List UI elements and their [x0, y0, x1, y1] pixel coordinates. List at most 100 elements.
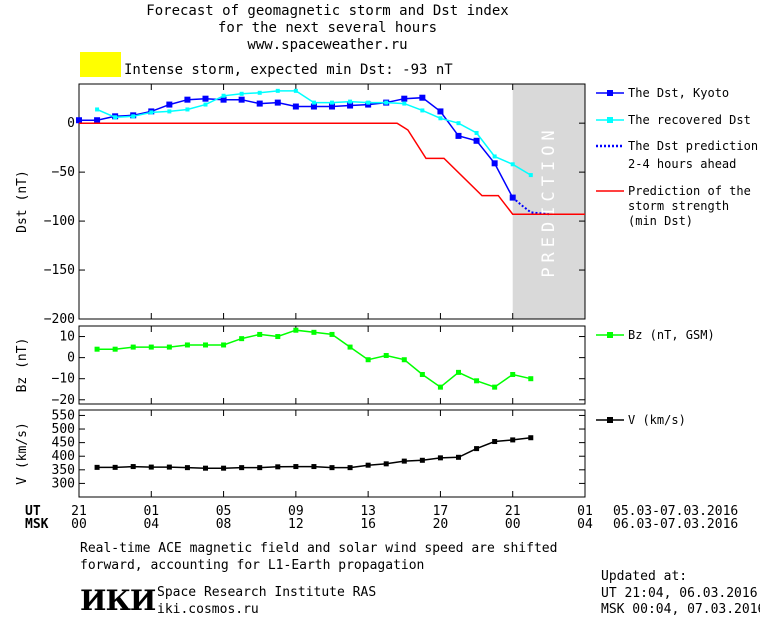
data-point-the-dst-kyoto — [166, 101, 173, 108]
data-point-v-km-s — [528, 435, 534, 441]
data-point-v-km-s — [94, 464, 100, 470]
y-tick-label: −10 — [52, 372, 75, 387]
msk-date-range: 06.03-07.03.2016 — [613, 517, 739, 532]
data-point-the-recovered-dst — [492, 154, 497, 159]
data-point-bz-nt-gsm — [112, 346, 118, 352]
ut-tick-label: 01 — [577, 504, 593, 519]
legend-strength-label-2: storm strength — [628, 199, 730, 213]
legend-dst-prediction-label-1: The Dst prediction — [628, 139, 759, 153]
y-tick-label: 0 — [67, 116, 75, 131]
prediction-band-label: PREDICTION — [539, 125, 559, 277]
legend-dst-prediction-label-2: 2-4 hours ahead — [628, 157, 737, 171]
data-point-v-km-s — [401, 458, 407, 464]
series-line-v-km-s — [97, 436, 531, 469]
data-point-v-km-s — [510, 437, 516, 443]
data-point-the-dst-kyoto — [437, 108, 444, 115]
ut-axis-label: UT — [25, 504, 41, 519]
data-point-the-recovered-dst — [149, 110, 154, 115]
data-point-v-km-s — [221, 465, 227, 471]
data-point-bz-nt-gsm — [239, 336, 245, 342]
series-line-bz-nt-gsm — [97, 329, 531, 389]
data-point-the-dst-kyoto — [184, 96, 191, 103]
data-point-the-dst-kyoto — [220, 96, 227, 103]
data-point-the-dst-kyoto — [256, 100, 263, 107]
data-point-bz-nt-gsm — [528, 376, 534, 382]
y-tick-label: −100 — [44, 214, 75, 229]
data-point-the-recovered-dst — [203, 102, 208, 107]
data-point-the-recovered-dst — [420, 108, 425, 113]
series-line-the-dst-kyoto — [79, 96, 514, 198]
ut-tick-label: 17 — [433, 504, 449, 519]
data-point-bz-nt-gsm — [456, 369, 461, 375]
data-point-v-km-s — [383, 461, 389, 467]
data-point-bz-nt-gsm — [492, 384, 498, 390]
data-point-v-km-s — [456, 454, 461, 460]
msk-tick-label: 04 — [577, 517, 593, 532]
data-point-the-dst-kyoto — [310, 103, 317, 110]
msk-axis-label: MSK — [25, 517, 49, 532]
data-point-the-dst-kyoto — [238, 96, 245, 103]
data-point-the-recovered-dst — [510, 162, 515, 167]
data-point-bz-nt-gsm — [329, 331, 335, 337]
legend-v-label: V (km/s) — [628, 413, 686, 427]
data-point-the-recovered-dst — [366, 100, 371, 105]
institute-site[interactable]: iki.cosmos.ru — [157, 602, 259, 617]
data-point-the-recovered-dst — [239, 91, 244, 96]
data-point-the-recovered-dst — [131, 114, 136, 119]
institute-name: Space Research Institute RAS — [157, 585, 377, 600]
storm-level-swatch — [80, 52, 121, 77]
data-point-the-dst-kyoto — [94, 117, 101, 124]
chart-title-line1: Forecast of geomagnetic storm and Dst in… — [146, 3, 509, 19]
y-axis-label-1: Bz (nT) — [15, 338, 30, 393]
legend-dst-kyoto-label: The Dst, Kyoto — [628, 86, 730, 100]
site-url[interactable]: www.spaceweather.ru — [247, 37, 408, 53]
data-point-the-recovered-dst — [348, 99, 353, 104]
legend-bz-label: Bz (nT, GSM) — [628, 328, 715, 342]
msk-tick-label: 08 — [216, 517, 232, 532]
data-point-v-km-s — [437, 455, 443, 461]
data-point-the-recovered-dst — [275, 88, 280, 93]
y-tick-label: 300 — [52, 476, 75, 491]
y-tick-label: 500 — [52, 422, 75, 437]
msk-tick-label: 16 — [360, 517, 376, 532]
data-point-bz-nt-gsm — [184, 342, 190, 348]
data-point-v-km-s — [239, 465, 245, 471]
data-point-v-km-s — [275, 464, 281, 470]
y-axis-label-0: Dst (nT) — [15, 170, 30, 233]
data-point-the-recovered-dst — [528, 173, 533, 178]
msk-tick-label: 04 — [143, 517, 159, 532]
data-point-bz-nt-gsm — [437, 384, 443, 390]
data-point-bz-nt-gsm — [311, 329, 317, 335]
data-point-bz-nt-gsm — [166, 344, 172, 350]
y-tick-label: 550 — [52, 408, 75, 423]
y-tick-label: 400 — [52, 449, 75, 464]
data-point-the-dst-kyoto — [202, 95, 209, 102]
updated-label: Updated at: — [601, 569, 688, 584]
data-point-the-recovered-dst — [257, 90, 262, 95]
data-point-the-dst-kyoto — [419, 94, 426, 101]
data-point-the-recovered-dst — [438, 116, 443, 121]
y-tick-label: 450 — [52, 436, 75, 451]
legend-strength-label-1: Prediction of the — [628, 184, 751, 198]
data-point-bz-nt-gsm — [510, 371, 516, 377]
legend-dst-recovered-label: The recovered Dst — [628, 113, 751, 127]
data-point-the-recovered-dst — [311, 100, 316, 105]
updated-ut: UT 21:04, 06.03.2016 — [601, 586, 758, 601]
updated-msk: MSK 00:04, 07.03.2016 — [601, 602, 760, 617]
data-point-the-dst-kyoto — [401, 95, 408, 102]
data-point-the-recovered-dst — [456, 121, 461, 126]
data-point-the-recovered-dst — [95, 107, 100, 112]
data-point-the-dst-kyoto — [292, 103, 299, 110]
data-point-bz-nt-gsm — [293, 327, 299, 333]
msk-tick-label: 20 — [433, 517, 449, 532]
data-point-the-dst-kyoto — [509, 194, 516, 201]
msk-tick-label: 00 — [71, 517, 87, 532]
data-point-bz-nt-gsm — [257, 331, 263, 337]
data-point-bz-nt-gsm — [275, 334, 281, 340]
data-point-v-km-s — [203, 465, 208, 471]
panel-frame-0 — [78, 83, 586, 320]
data-point-v-km-s — [166, 464, 172, 470]
data-point-the-recovered-dst — [185, 107, 190, 112]
ut-tick-label: 21 — [71, 504, 87, 519]
